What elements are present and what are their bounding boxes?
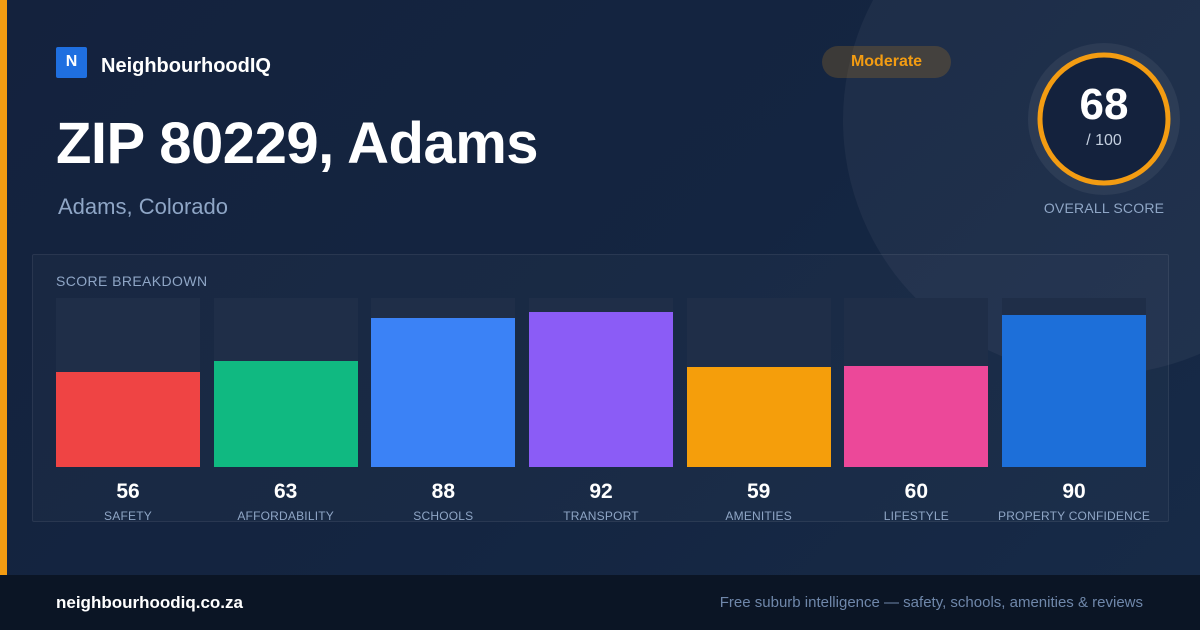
- bar-fill: [686, 367, 831, 467]
- score-bar-affordability: 63 AFFORDABILITY: [213, 298, 358, 523]
- bar-fill: [529, 311, 673, 467]
- score-ring-graphic: [1028, 43, 1180, 195]
- bar-track: [844, 298, 989, 467]
- score-bar-safety: 56 SAFETY: [56, 298, 200, 523]
- bar-fill: [56, 372, 200, 467]
- bar-label: SCHOOLS: [413, 509, 474, 523]
- overall-score-value: 68: [1079, 80, 1129, 129]
- bar-label: PROPERTY CONFIDENCE: [997, 509, 1151, 523]
- score-breakdown-panel: SCORE BREAKDOWN 56 SAFETY 63 AFFORDABILITY 8…: [32, 254, 1169, 523]
- bar-value: 60: [904, 480, 929, 503]
- score-bar-amenities: 59 AMENITIES: [686, 298, 831, 523]
- location-subtitle: Adams, Colorado: [58, 194, 228, 219]
- breakdown-bars: 56 SAFETY 63 AFFORDABILITY 88 SCHOOLS 92 TRANSP…: [56, 298, 1150, 523]
- bar-value: 90: [1062, 480, 1086, 503]
- overall-score-max: / 100: [1086, 132, 1122, 149]
- score-bar-schools: 88 SCHOOLS: [371, 298, 516, 523]
- bar-track: [213, 298, 358, 467]
- accent-bar: [0, 0, 7, 575]
- bar-track: [371, 298, 516, 467]
- bar-value: 92: [589, 480, 613, 503]
- bar-fill: [213, 360, 358, 467]
- footer: neighbourhoodiq.co.za Free suburb intell…: [0, 575, 1200, 630]
- bar-track: [56, 298, 200, 467]
- bar-label: LIFESTYLE: [883, 509, 949, 523]
- brand-logo-icon: N: [56, 46, 87, 78]
- overall-score-label: OVERALL SCORE: [1043, 200, 1165, 216]
- footer-site-link[interactable]: neighbourhoodiq.co.za: [56, 593, 243, 612]
- share-card: N NeighbourhoodIQ Moderate ZIP 80229, Ad…: [0, 0, 1200, 575]
- bar-value: 56: [116, 480, 140, 503]
- bar-fill: [1002, 314, 1147, 467]
- bar-track: [686, 298, 831, 467]
- bar-value: 63: [273, 480, 298, 503]
- bar-track: [529, 298, 673, 467]
- footer-tagline: Free suburb intelligence — safety, schoo…: [719, 594, 1143, 611]
- bar-value: 59: [746, 480, 771, 503]
- score-bar-transport: 92 TRANSPORT: [529, 298, 673, 523]
- bar-fill: [844, 365, 989, 467]
- rating-badge: Moderate: [822, 46, 951, 78]
- bar-fill: [371, 318, 516, 467]
- bar-label: SAFETY: [104, 509, 152, 523]
- breakdown-title: SCORE BREAKDOWN: [56, 273, 208, 289]
- bar-label: TRANSPORT: [563, 509, 639, 523]
- score-bar-property-confidence: 90 PROPERTY CONFIDENCE: [998, 298, 1150, 523]
- bar-value: 88: [431, 480, 455, 503]
- score-bar-lifestyle: 60 LIFESTYLE: [844, 298, 989, 523]
- bar-track: [1002, 298, 1147, 467]
- bar-label: AMENITIES: [725, 509, 792, 523]
- overall-score-ring: 68 / 100: [1028, 43, 1180, 195]
- bar-label: AFFORDABILITY: [237, 509, 334, 523]
- brand-name: NeighbourhoodIQ: [101, 54, 271, 77]
- page-title: ZIP 80229, Adams: [56, 111, 539, 176]
- brand[interactable]: N NeighbourhoodIQ: [56, 46, 271, 78]
